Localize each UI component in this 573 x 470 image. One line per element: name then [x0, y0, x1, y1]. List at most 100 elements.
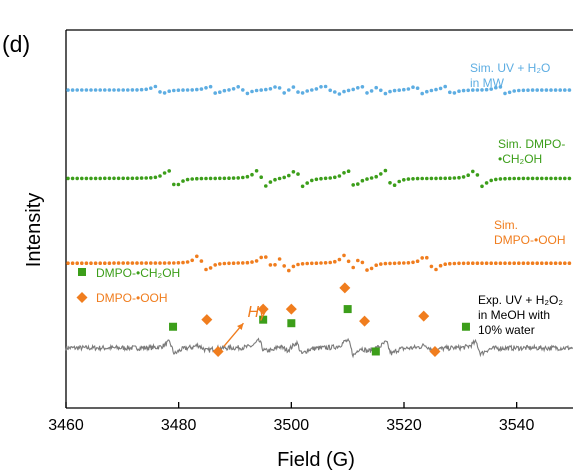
ooh-peak-marker	[359, 315, 371, 327]
curve-dot	[300, 91, 305, 95]
curve-dot	[526, 176, 530, 181]
curve-dot	[457, 261, 461, 266]
curve-dot	[346, 88, 351, 93]
curve-dot	[158, 174, 162, 178]
curve-dot	[360, 260, 365, 265]
curve-dot	[333, 259, 337, 264]
curve-dot	[540, 261, 544, 266]
curve-dot	[420, 176, 425, 181]
curve-dot	[264, 255, 268, 259]
curve-dot	[254, 169, 259, 173]
curve-dot	[457, 175, 461, 180]
curve-dot	[494, 177, 498, 182]
curve-dot	[512, 261, 516, 266]
curve-dot	[535, 176, 539, 181]
curve-dot	[411, 177, 415, 181]
curve-dot	[277, 86, 282, 90]
curve-dot	[461, 175, 466, 179]
series-label-sim_ch2oh: •CH₂OH	[498, 152, 542, 166]
curve-dot	[342, 253, 346, 258]
curve-dot	[392, 183, 397, 187]
curve-dot	[218, 262, 222, 266]
curve-dot	[369, 266, 374, 271]
curve-dot	[195, 87, 199, 92]
curve-dot	[149, 261, 153, 265]
x-axis-ticks: 3460 3480 3500 3520 3540	[48, 402, 535, 434]
curve-dot	[319, 261, 323, 265]
curve-dot	[540, 176, 544, 181]
curve-dot	[402, 87, 406, 92]
curve-dot	[195, 176, 199, 181]
curve-dot	[420, 256, 425, 260]
curve-dot	[319, 85, 323, 89]
curve-dot	[383, 261, 388, 266]
curve-dot	[438, 263, 443, 268]
curve-dot	[130, 261, 135, 265]
curve-dot	[282, 264, 287, 268]
curve-dot	[291, 170, 296, 174]
curve-dot	[84, 261, 89, 266]
curve-dot	[503, 176, 507, 181]
curve-dot	[471, 261, 475, 266]
curve-dot	[241, 175, 245, 180]
curve-dot	[310, 178, 314, 183]
series-label-sim_ch2oh: Sim. DMPO-	[498, 137, 565, 151]
curve-dot	[204, 176, 208, 181]
curve-dot	[434, 176, 438, 181]
plot-frame	[65, 29, 573, 409]
curve-dot	[494, 261, 498, 266]
curve-dot	[112, 261, 116, 265]
curve-dot	[526, 261, 530, 266]
curve-dot	[172, 182, 176, 187]
curve-dot	[379, 172, 383, 176]
curve-dot	[208, 84, 213, 89]
curve-dot	[360, 85, 365, 89]
curve-dot	[402, 178, 406, 182]
curve-dot	[181, 88, 185, 92]
curve-dot	[512, 176, 516, 181]
curve-dot	[84, 88, 89, 92]
curve-dot	[236, 176, 240, 180]
curve-dot	[162, 171, 167, 175]
curve-dot	[507, 90, 512, 95]
curve-dot	[93, 176, 98, 181]
curve-dot	[374, 263, 379, 268]
hgamma-arrowhead	[237, 323, 244, 330]
curve-dot	[208, 176, 213, 181]
curve-dot	[448, 176, 452, 180]
curve-dot	[208, 266, 213, 270]
curve-dot	[503, 261, 507, 266]
curve-dot	[93, 261, 98, 266]
legend-ooh-label: DMPO-•OOH	[96, 291, 168, 305]
ooh-peak-marker	[285, 303, 297, 315]
curve-dot	[195, 254, 199, 259]
curve-dot	[388, 89, 392, 94]
curve-dot	[103, 176, 107, 181]
ooh-peak-marker	[418, 310, 430, 322]
curve-dot	[342, 171, 346, 175]
curve-dot	[328, 260, 333, 265]
curve-dot	[222, 261, 227, 266]
curve-dot	[190, 258, 194, 263]
curve-dot	[397, 88, 402, 92]
curve-dot	[521, 261, 526, 266]
curve-dot	[392, 261, 397, 266]
curve-dot	[116, 261, 121, 265]
curve-dot	[489, 261, 494, 266]
curve-dot	[346, 169, 351, 173]
curve-dot	[144, 176, 148, 180]
curve-dot	[204, 86, 208, 90]
curve-dot	[218, 90, 222, 94]
curve-dot	[397, 179, 402, 184]
curve-dot	[227, 176, 231, 180]
curve-sim_ooh	[66, 253, 572, 273]
curve-dot	[75, 88, 79, 92]
series-label-sim_ooh: Sim.	[494, 218, 518, 232]
curve-dot	[310, 261, 314, 266]
curve-dot	[503, 91, 507, 96]
curve-dot	[268, 180, 273, 184]
curve-dot	[466, 173, 471, 177]
curve-dot	[475, 261, 480, 266]
legend: DMPO-•CH₂OH DMPO-•OOH	[76, 266, 180, 305]
